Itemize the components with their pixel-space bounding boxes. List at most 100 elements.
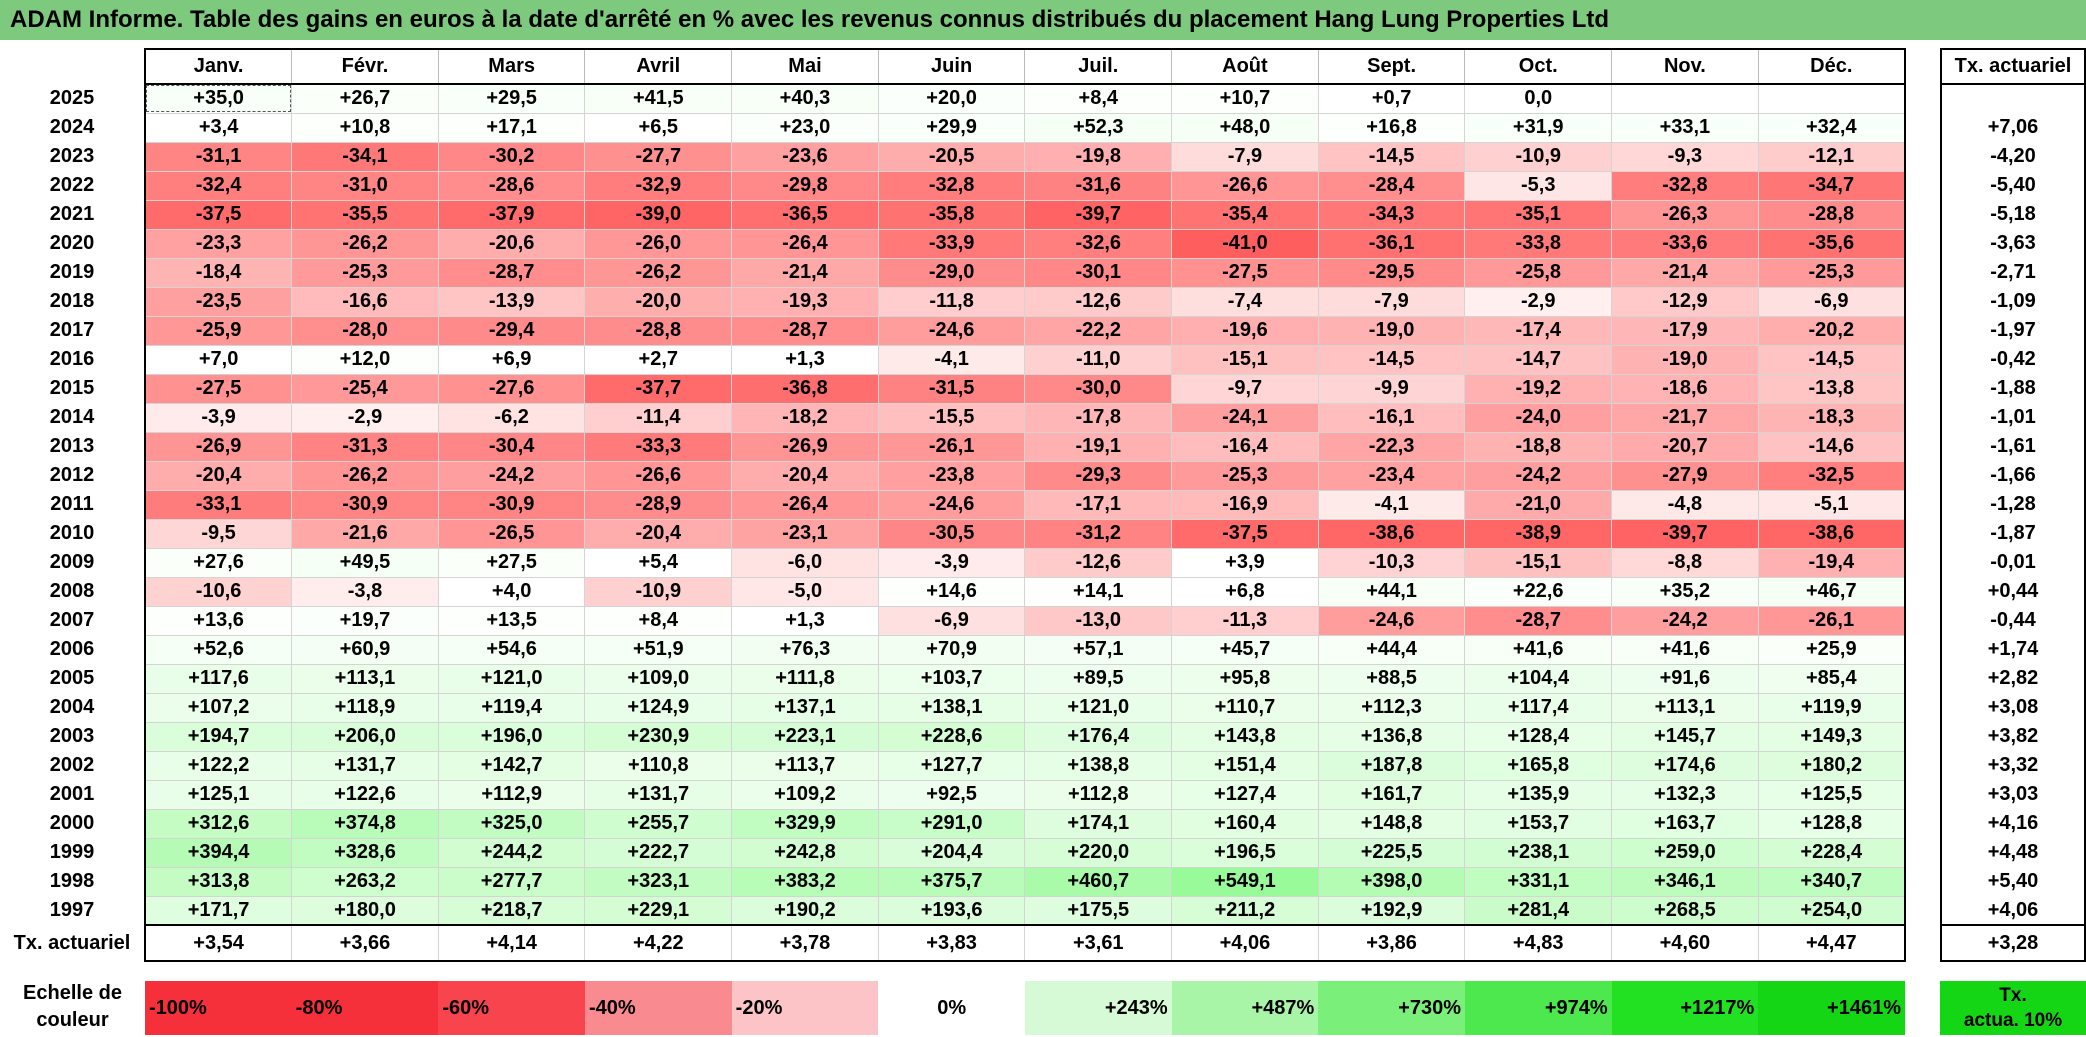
gain-cell: +180,0 bbox=[291, 896, 439, 926]
gain-cell: -4,8 bbox=[1611, 490, 1759, 520]
gain-cell: -23,8 bbox=[877, 461, 1025, 491]
gain-cell: -21,6 bbox=[291, 519, 439, 549]
gain-cell: -20,6 bbox=[437, 229, 585, 259]
gain-cell: +329,9 bbox=[731, 809, 879, 839]
gain-cell: -30,1 bbox=[1024, 258, 1172, 288]
gain-cell: +3,4 bbox=[144, 113, 292, 143]
gain-cell: +29,5 bbox=[437, 84, 585, 114]
gain-cell: +48,0 bbox=[1171, 113, 1319, 143]
color-scale-actuarial-swatch: Tx. actua. 10% bbox=[1940, 981, 2086, 1035]
gain-cell: +103,7 bbox=[877, 664, 1025, 694]
gain-cell: -14,6 bbox=[1757, 432, 1906, 462]
gain-cell: +194,7 bbox=[144, 722, 292, 752]
table-row: 1998 +313,8 +263,2 +277,7 +323,1 +383,2 +375,7… bbox=[0, 867, 1906, 897]
color-scale-swatch: -40% bbox=[585, 981, 732, 1035]
gains-table: Janv. Févr. Mars Avril Mai Juin Juil. Août Sept.… bbox=[0, 48, 1906, 962]
gain-cell: +6,5 bbox=[584, 113, 732, 143]
gain-cell: +13,5 bbox=[437, 606, 585, 636]
gain-cell: -24,6 bbox=[877, 316, 1025, 346]
gain-cell: +244,2 bbox=[437, 838, 585, 868]
gain-cell: -31,5 bbox=[877, 374, 1025, 404]
gain-cell: -30,2 bbox=[437, 142, 585, 172]
gain-cell: +27,6 bbox=[144, 548, 292, 578]
gain-cell: +204,4 bbox=[877, 838, 1025, 868]
gain-cell: -27,7 bbox=[584, 142, 732, 172]
actuarial-cell bbox=[1940, 84, 2086, 113]
gain-cell: +70,9 bbox=[877, 635, 1025, 665]
year-label: 2008 bbox=[49, 580, 95, 602]
actuarial-month-cell: +4,06 bbox=[1171, 924, 1319, 962]
gain-cell: -39,7 bbox=[1611, 519, 1759, 549]
actuarial-cell: -0,01 bbox=[1940, 548, 2086, 577]
gain-cell: -29,0 bbox=[877, 258, 1025, 288]
year-label: 2020 bbox=[49, 232, 95, 254]
gain-cell: +52,3 bbox=[1024, 113, 1172, 143]
gain-cell: -19,1 bbox=[1024, 432, 1172, 462]
gain-cell: +312,6 bbox=[144, 809, 292, 839]
gain-cell: +46,7 bbox=[1757, 577, 1906, 607]
gain-cell: -33,1 bbox=[144, 490, 292, 520]
gain-cell: -11,0 bbox=[1024, 345, 1172, 375]
gain-cell: -34,7 bbox=[1757, 171, 1906, 201]
gain-cell: -23,6 bbox=[731, 142, 879, 172]
gain-cell: -39,7 bbox=[1024, 200, 1172, 230]
gain-cell: +138,1 bbox=[877, 693, 1025, 723]
gain-cell: +375,7 bbox=[877, 867, 1025, 897]
actuarial-cell: +4,48 bbox=[1940, 838, 2086, 867]
gain-cell: +112,3 bbox=[1317, 693, 1465, 723]
gain-cell: +254,0 bbox=[1757, 896, 1906, 926]
gain-cell: -3,9 bbox=[877, 548, 1025, 578]
year-label: 2019 bbox=[49, 261, 95, 283]
gain-cell: +346,1 bbox=[1611, 867, 1759, 897]
gain-cell: -37,5 bbox=[144, 200, 292, 230]
gain-cell: -7,4 bbox=[1171, 287, 1319, 317]
gain-cell: -28,8 bbox=[1757, 200, 1906, 230]
gain-cell: -19,2 bbox=[1464, 374, 1612, 404]
gain-cell: +110,7 bbox=[1171, 693, 1319, 723]
gain-cell: +228,6 bbox=[877, 722, 1025, 752]
gain-cell: -14,5 bbox=[1317, 345, 1465, 375]
gain-cell: +238,1 bbox=[1464, 838, 1612, 868]
gain-cell: -10,6 bbox=[144, 577, 292, 607]
actuarial-cell: +5,40 bbox=[1940, 867, 2086, 896]
gain-cell: +143,8 bbox=[1171, 722, 1319, 752]
gain-cell: +85,4 bbox=[1757, 664, 1906, 694]
gain-cell: -33,6 bbox=[1611, 229, 1759, 259]
gain-cell: +165,8 bbox=[1464, 751, 1612, 781]
gain-cell: +45,7 bbox=[1171, 635, 1319, 665]
gain-cell: +113,1 bbox=[1611, 693, 1759, 723]
gain-cell: -32,5 bbox=[1757, 461, 1906, 491]
actuarial-cell: +0,44 bbox=[1940, 577, 2086, 606]
gain-cell: +229,1 bbox=[584, 896, 732, 926]
gain-cell: -6,2 bbox=[437, 403, 585, 433]
gain-cell: +131,7 bbox=[291, 751, 439, 781]
gain-cell: +44,1 bbox=[1317, 577, 1465, 607]
color-scale-label: Echelle de couleur bbox=[23, 982, 122, 1031]
gain-cell: +113,7 bbox=[731, 751, 879, 781]
table-row: 2014 -3,9 -2,9 -6,2 -11,4 -18,2 -15,5 -17,8 -24,… bbox=[0, 403, 1906, 433]
gain-cell: -14,7 bbox=[1464, 345, 1612, 375]
gain-cell: -30,9 bbox=[291, 490, 439, 520]
gain-cell: +398,0 bbox=[1317, 867, 1465, 897]
gain-cell: +112,9 bbox=[437, 780, 585, 810]
gain-cell: -25,9 bbox=[144, 316, 292, 346]
actuarial-cell: -4,20 bbox=[1940, 142, 2086, 171]
gain-cell: -25,3 bbox=[1171, 461, 1319, 491]
gain-cell: -16,6 bbox=[291, 287, 439, 317]
gain-cell: -31,3 bbox=[291, 432, 439, 462]
gain-cell: -12,1 bbox=[1757, 142, 1906, 172]
gain-cell: -21,7 bbox=[1611, 403, 1759, 433]
gain-cell: +41,6 bbox=[1464, 635, 1612, 665]
table-row: 2020 -23,3 -26,2 -20,6 -26,0 -26,4 -33,9 -32,6-… bbox=[0, 229, 1906, 259]
gain-cell: -2,9 bbox=[291, 403, 439, 433]
color-scale-swatch: -100% bbox=[145, 981, 292, 1035]
gain-cell: -12,6 bbox=[1024, 548, 1172, 578]
gain-cell: +19,7 bbox=[291, 606, 439, 636]
color-scale-swatch: 0% bbox=[878, 981, 1025, 1035]
gain-cell: -39,0 bbox=[584, 200, 732, 230]
year-label: 2002 bbox=[49, 754, 95, 776]
gain-cell: +121,0 bbox=[1024, 693, 1172, 723]
gain-cell: +92,5 bbox=[877, 780, 1025, 810]
year-label: 1999 bbox=[49, 841, 95, 863]
table-row: 2001 +125,1 +122,6 +112,9 +131,7 +109,2 +92,5 +… bbox=[0, 780, 1906, 810]
